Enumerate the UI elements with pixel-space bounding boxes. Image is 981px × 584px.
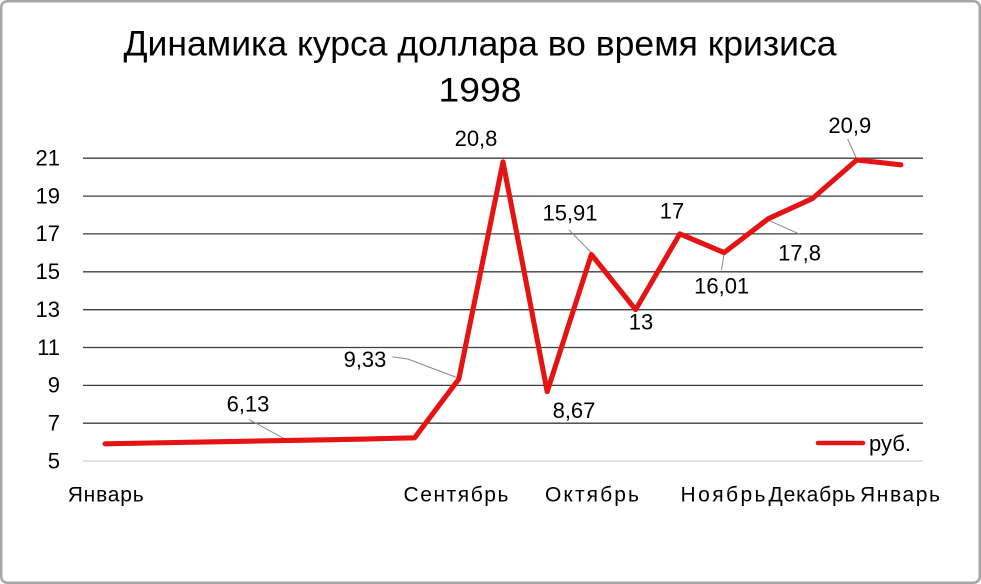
svg-text:15,91: 15,91 xyxy=(542,201,597,226)
svg-text:13: 13 xyxy=(36,297,60,322)
svg-text:1998: 1998 xyxy=(439,72,522,110)
svg-text:11: 11 xyxy=(37,335,60,360)
svg-text:16,01: 16,01 xyxy=(694,274,749,299)
svg-text:9: 9 xyxy=(48,373,60,398)
svg-text:руб.: руб. xyxy=(869,431,911,456)
svg-text:13: 13 xyxy=(629,310,653,335)
svg-text:7: 7 xyxy=(48,411,60,436)
svg-text:17: 17 xyxy=(36,221,60,246)
svg-text:21: 21 xyxy=(36,146,60,171)
svg-text:Январь: Январь xyxy=(68,484,144,507)
svg-text:6,13: 6,13 xyxy=(227,392,270,417)
svg-text:17: 17 xyxy=(660,199,684,224)
svg-text:19: 19 xyxy=(36,183,60,208)
svg-text:15: 15 xyxy=(36,259,60,284)
svg-text:5: 5 xyxy=(48,448,60,473)
svg-text:Ноябрь: Ноябрь xyxy=(681,484,766,507)
svg-text:20,9: 20,9 xyxy=(828,113,871,138)
svg-text:9,33: 9,33 xyxy=(344,347,387,372)
svg-text:8,67: 8,67 xyxy=(553,398,596,423)
svg-text:20,8: 20,8 xyxy=(455,126,498,151)
svg-text:17,8: 17,8 xyxy=(778,241,821,266)
svg-text:Динамика курса доллара во врем: Динамика курса доллара во время кризиса xyxy=(124,25,838,64)
svg-text:Декабрь: Декабрь xyxy=(769,484,856,507)
svg-text:Январь: Январь xyxy=(860,484,940,507)
svg-text:Октябрь: Октябрь xyxy=(545,484,639,507)
svg-text:Сентябрь: Сентябрь xyxy=(404,484,509,507)
